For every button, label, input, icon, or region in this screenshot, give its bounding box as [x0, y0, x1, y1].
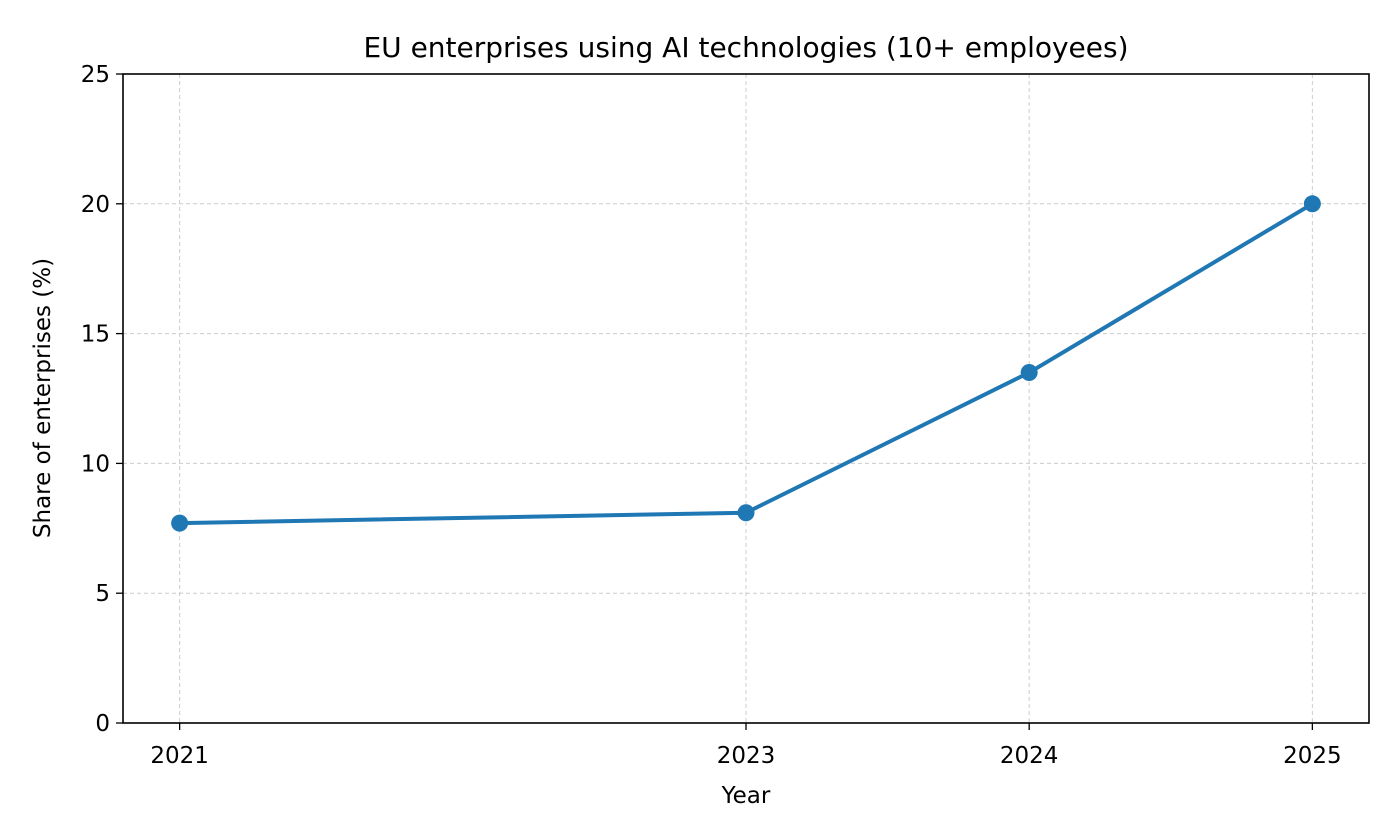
grid — [123, 74, 1369, 723]
y-axis-label: Share of enterprises (%) — [30, 258, 56, 538]
x-tick-label: 2023 — [717, 743, 776, 769]
y-tick-label: 10 — [81, 451, 110, 477]
y-tick-label: 0 — [95, 711, 110, 737]
x-axis-label: Year — [721, 783, 771, 809]
y-tick-label: 5 — [95, 581, 110, 607]
x-tick-label: 2025 — [1283, 743, 1342, 769]
y-tick-label: 25 — [81, 62, 110, 88]
chart-title: EU enterprises using AI technologies (10… — [363, 31, 1128, 64]
series-line — [177, 201, 1315, 526]
data-point — [737, 504, 755, 522]
x-tick-label: 2021 — [150, 743, 209, 769]
data-point — [171, 514, 189, 532]
series-layer — [171, 195, 1321, 532]
x-tick-label: 2024 — [1000, 743, 1059, 769]
y-tick-label: 15 — [81, 322, 110, 348]
data-point — [1303, 195, 1321, 213]
data-point — [1020, 364, 1038, 382]
y-tick-label: 20 — [81, 192, 110, 218]
